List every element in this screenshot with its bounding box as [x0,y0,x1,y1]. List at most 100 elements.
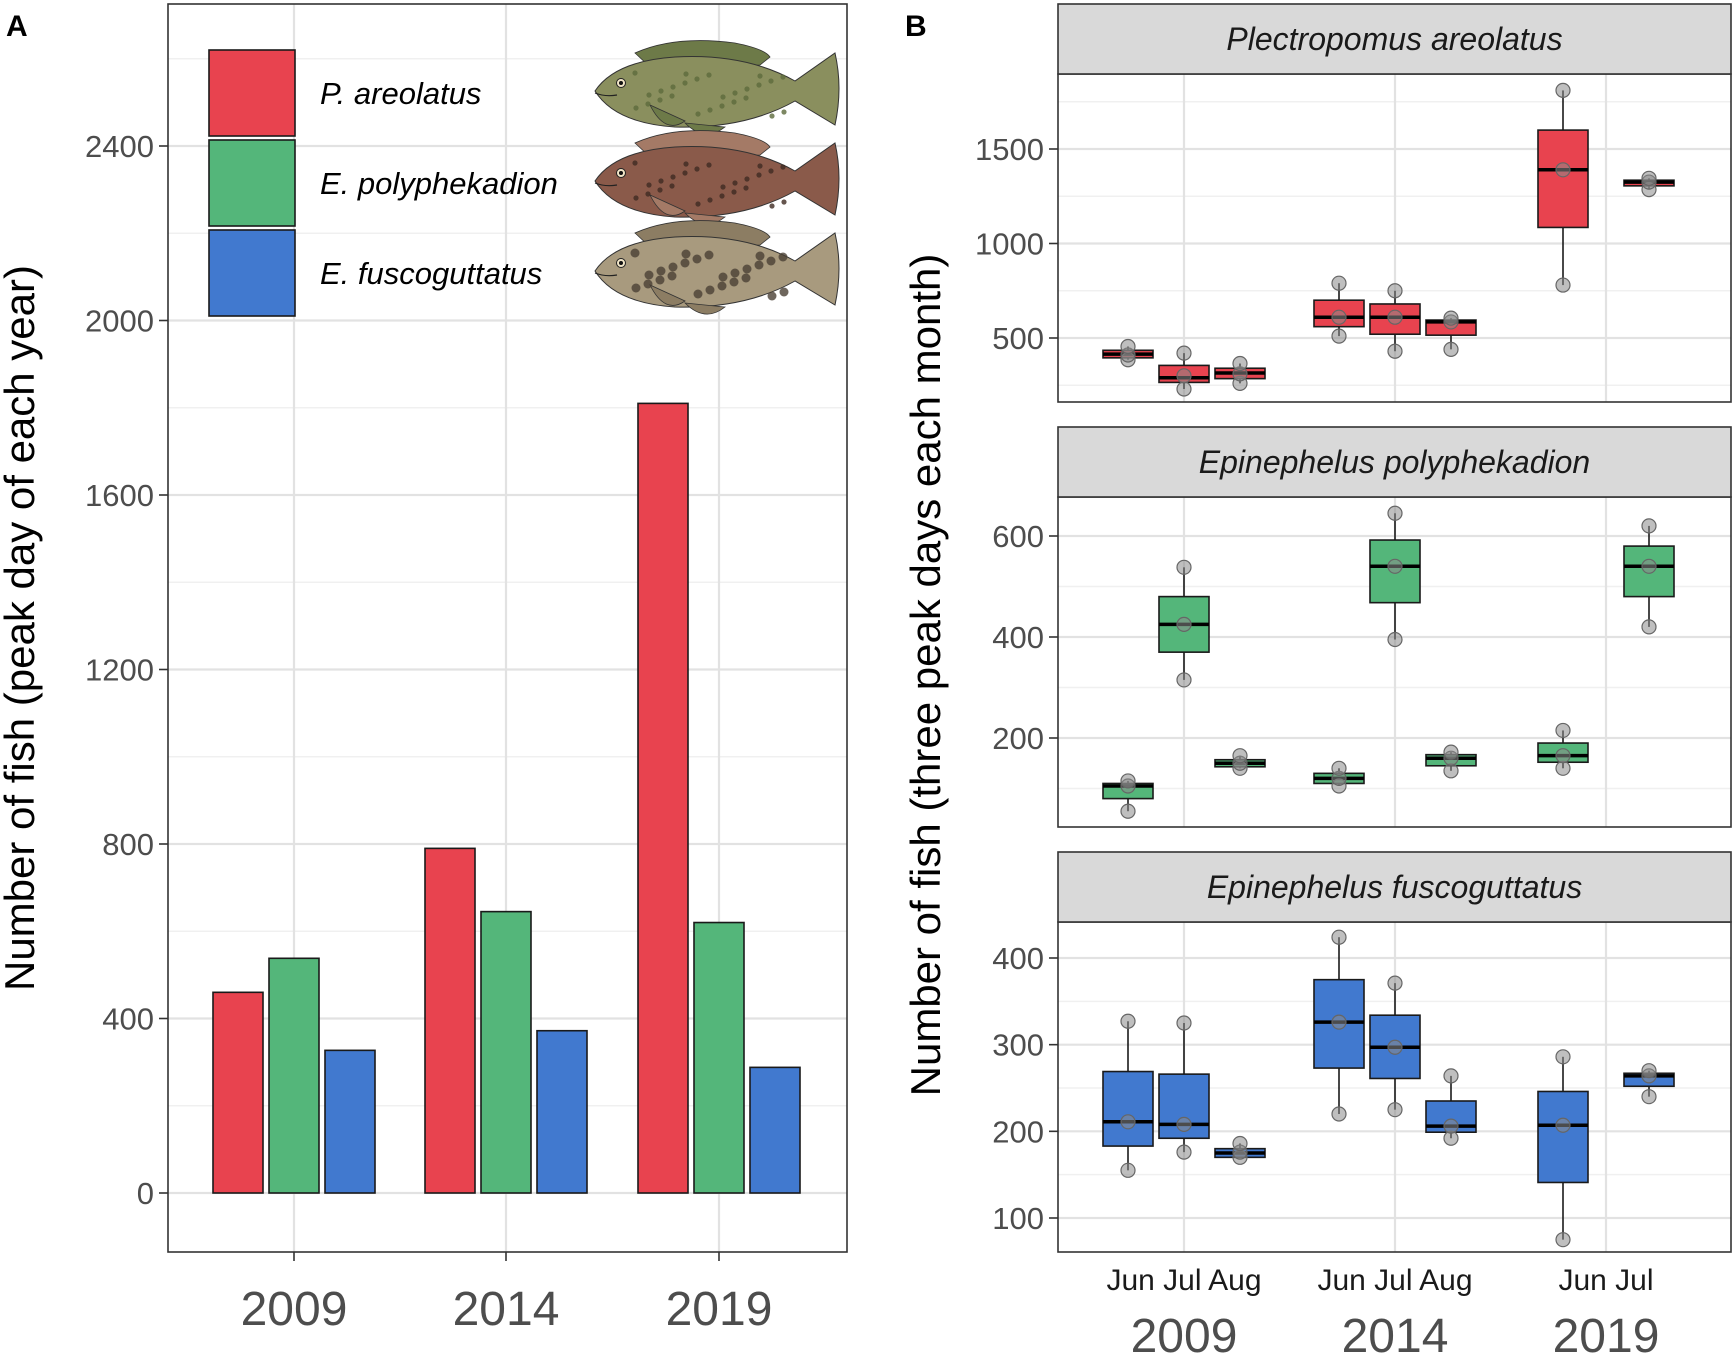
fish-spot [644,270,654,280]
facet-ytick-label-1500: 1500 [975,132,1044,167]
box-point [1443,341,1459,357]
box-point [1555,277,1571,293]
box-point [1443,763,1459,779]
box-point [1641,558,1657,574]
box-point [1555,760,1571,776]
box-point [1387,1039,1403,1055]
fish-spot [694,166,700,172]
box-point [1443,1118,1459,1134]
fish-spot [669,183,675,189]
box-epinephelus-fuscoguttatus-2009-jul [1158,1015,1210,1160]
fish-spot [757,163,763,169]
bar-e-polyphekadion-2014 [480,910,532,1194]
facet-ytick-label-1000: 1000 [975,227,1044,262]
box-epinephelus-polyphekadion-2014-aug [1425,744,1477,779]
pelvic-fin [649,104,686,126]
fish-spot [693,289,703,299]
fish-spot [780,74,786,80]
box-epinephelus-fuscoguttatus-2014-jun [1313,929,1365,1122]
box-point [1443,1068,1459,1084]
fish-spot [744,86,750,92]
fish-spot [668,262,678,272]
fish-spot [780,164,786,170]
fish-spot [683,71,689,77]
fish-spot [656,266,666,276]
facet-strip [1057,426,1732,498]
box-point [1641,518,1657,534]
panel-a-ytick-label-2400: 2400 [85,129,154,164]
bar-e-polyphekadion-2019 [693,921,745,1194]
fish-spot [767,291,777,301]
fish-spot [741,273,751,283]
fish-spot [695,201,701,207]
fish-spot [717,281,727,291]
fish-spot [757,73,763,79]
box-plectropomus-areolatus-2014-jun [1313,275,1365,344]
box-point [1443,310,1459,326]
fish-spot [669,93,675,99]
fish-spot [769,113,775,119]
fish-illustration-areolatus [594,40,840,135]
month-labels-2014: Jun Jul Aug [1317,1264,1472,1297]
box-point [1443,744,1459,760]
fish-illustration-polyphekadion [594,130,840,225]
bar-p-areolatus-2014 [424,847,476,1194]
box-point [1176,672,1192,688]
pelvic-fin [649,284,686,306]
box-epinephelus-fuscoguttatus-2009-aug [1214,1135,1266,1165]
fish-spot [730,268,740,278]
fish-spot [682,80,688,86]
fish-spot [781,109,787,115]
facet-strip [1057,3,1732,75]
fish-spot [657,187,663,193]
legend-label-e-fuscoguttatus: E. fuscoguttatus [320,256,542,291]
fish-spot [768,78,774,84]
facet-ytick-label-500: 500 [992,321,1044,356]
box-point [1555,1049,1571,1065]
box-point [1641,619,1657,635]
box-point [1331,1106,1347,1122]
box-epinephelus-polyphekadion-2009-jun [1102,773,1154,819]
legend-swatch-p-areolatus [208,49,296,137]
box-plectropomus-areolatus-2009-jun [1102,338,1154,368]
panel-b-y-axis-label: Number of fish (three peak days each mon… [902,254,949,1097]
fish-spot [670,84,676,90]
legend-label-e-polyphekadion: E. polyphekadion [320,166,558,201]
fish-illustration-fuscoguttatus [594,220,840,315]
panel-a-label: A [6,10,28,43]
bar-e-polyphekadion-2009 [268,957,320,1194]
panel-a-bars [212,402,801,1194]
legend-swatch-e-polyphekadion [208,139,296,227]
box-plectropomus-areolatus-2014-jul [1369,283,1421,359]
fish-spot [633,105,639,111]
box-point [1555,748,1571,764]
facet-strip-title: Plectropomus areolatus [1226,21,1562,57]
fish-spot [720,184,726,190]
fish-spot [658,178,664,184]
fish-spot [744,176,750,182]
panel-a-bar-chart: 0 400 800 1200 1600 2000 2400 2009 2014 2019 Num… [0,3,848,1336]
fish-spot [646,182,652,188]
box-point [1641,1089,1657,1105]
fish-spot [646,92,652,98]
panel-a-xtick-label-2009: 2009 [241,1283,348,1336]
box-point [1331,760,1347,776]
box-point [1331,309,1347,325]
fish-spot [692,254,702,264]
fish-spot [633,195,639,201]
box-plectropomus-areolatus-2009-jul [1158,345,1210,397]
box-epinephelus-polyphekadion-2014-jul [1369,505,1421,648]
fish-spot [645,101,651,107]
fish-spot [630,248,640,258]
box-point [1331,929,1347,945]
box-point [1120,773,1136,789]
bar-p-areolatus-2009 [212,991,264,1194]
panel-b-box-chart: Plectropomus areolatus 500 1000 1500 Epineph… [902,3,1732,1355]
box-point [1120,1162,1136,1178]
fish-spot [743,95,749,101]
fish-spot [643,279,653,289]
box-plectropomus-areolatus-2009-aug [1214,355,1266,391]
bar-e-fuscoguttatus-2014 [536,1029,588,1194]
box-body [1102,1070,1154,1147]
